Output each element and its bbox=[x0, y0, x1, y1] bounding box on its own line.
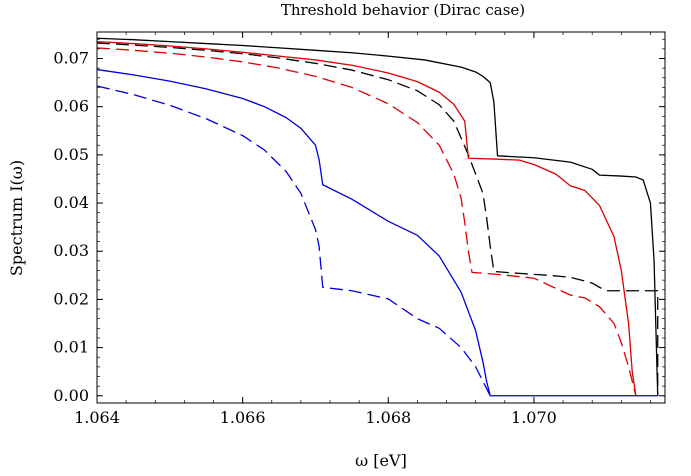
x-tick-label: 1.064 bbox=[74, 408, 120, 427]
y-axis-ticks: 0.00 0.01 0.02 0.03 0.04 0.05 0.06 0.07 bbox=[53, 38, 665, 405]
chart-title: Threshold behavior (Dirac case) bbox=[281, 1, 525, 19]
series-line-4 bbox=[96, 68, 658, 397]
series-line-2 bbox=[96, 40, 637, 396]
series-line-3 bbox=[96, 47, 637, 396]
y-tick-label: 0.00 bbox=[53, 386, 89, 405]
series-line-1 bbox=[96, 42, 659, 396]
series-line-0 bbox=[96, 37, 659, 396]
y-tick-label: 0.03 bbox=[53, 241, 89, 260]
series-group bbox=[96, 37, 659, 397]
y-axis-title: Spectrum I(ω) bbox=[7, 160, 26, 276]
x-axis-title: ω [eV] bbox=[355, 451, 407, 470]
y-tick-label: 0.07 bbox=[53, 49, 89, 68]
x-tick-label: 1.070 bbox=[511, 408, 557, 427]
x-tick-label: 1.066 bbox=[220, 408, 266, 427]
x-tick-label: 1.068 bbox=[365, 408, 411, 427]
plot-frame bbox=[96, 31, 666, 404]
y-tick-label: 0.02 bbox=[53, 289, 89, 308]
y-tick-label: 0.04 bbox=[53, 193, 89, 212]
y-tick-label: 0.06 bbox=[53, 97, 89, 116]
series-line-5 bbox=[96, 85, 491, 397]
y-tick-label: 0.01 bbox=[53, 338, 89, 357]
y-tick-label: 0.05 bbox=[53, 145, 89, 164]
x-axis-ticks: 1.064 1.066 1.068 1.070 bbox=[74, 32, 651, 427]
